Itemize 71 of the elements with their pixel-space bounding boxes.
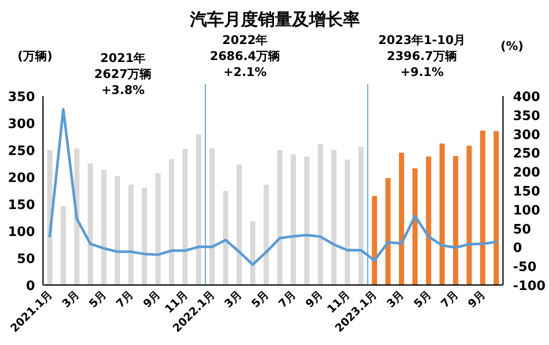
bar <box>453 156 458 285</box>
bar <box>412 168 418 285</box>
x-tick-label: 5月 <box>86 288 110 310</box>
text: 2023年1-10月 2396.7万辆 +9.1% <box>378 33 466 79</box>
x-tick-label: 5月 <box>248 288 272 310</box>
y-tick-label: 250 <box>8 144 35 159</box>
bar <box>88 164 93 285</box>
bar <box>101 170 106 285</box>
y2-tick-label: 300 <box>513 128 540 143</box>
y-tick-label: 0 <box>26 279 35 294</box>
y-tick-label: 100 <box>8 225 35 240</box>
bar <box>114 176 120 285</box>
x-tick-label: 9月 <box>465 288 488 310</box>
y-tick-label: 150 <box>8 198 35 213</box>
y2-axis-title: (%) <box>500 39 524 53</box>
x-tick-label: 9月 <box>140 288 164 310</box>
bar <box>236 164 242 285</box>
bar <box>264 184 269 285</box>
bar <box>372 196 378 285</box>
y2-tick-label: -50 <box>513 260 536 276</box>
x-tick-label: 7月 <box>114 288 136 310</box>
bar <box>426 156 432 285</box>
bar <box>466 146 472 285</box>
bar <box>250 221 256 285</box>
x-tick-label: 7月 <box>276 288 298 310</box>
bar <box>494 131 499 285</box>
bar <box>182 148 188 285</box>
bar <box>385 178 391 285</box>
bar <box>277 150 282 285</box>
annotation: 2021年 2627万辆 +3.8% <box>94 51 152 97</box>
bar <box>358 146 364 285</box>
y-axis-title: (万辆) <box>18 49 52 63</box>
x-tick-label: 5月 <box>411 288 434 310</box>
bar <box>155 173 161 285</box>
y2-tick-label: 50 <box>513 222 532 238</box>
bar <box>331 150 336 285</box>
y2-tick-label: 150 <box>513 184 540 200</box>
y2-tick-label: 400 <box>513 90 540 105</box>
x-tick-label: 3月 <box>222 288 244 310</box>
chart-title: 汽车月度销量及增长率 <box>189 10 360 30</box>
x-tick-label: 9月 <box>303 288 326 310</box>
y2-tick-label: 250 <box>513 146 540 162</box>
bar <box>480 130 486 285</box>
y2-tick-label: -100 <box>513 279 546 294</box>
bar <box>168 159 174 285</box>
bar <box>344 160 350 285</box>
y-tick-label: 200 <box>8 171 35 186</box>
bar <box>74 148 80 285</box>
x-tick-label: 7月 <box>438 288 461 310</box>
bar <box>210 148 215 285</box>
y2-tick-label: 100 <box>513 203 540 218</box>
y-tick-label: 50 <box>16 252 35 267</box>
bar <box>440 144 445 285</box>
x-tick-label: 3月 <box>384 288 407 310</box>
bar <box>196 134 202 285</box>
bar <box>398 152 404 285</box>
text: 2022年 2686.4万辆 +2.1% <box>210 33 280 79</box>
bar <box>142 188 148 285</box>
bar <box>223 191 228 285</box>
bar <box>60 206 66 285</box>
bar <box>318 144 323 285</box>
bar <box>47 150 52 285</box>
y-tick-label: 350 <box>8 90 35 105</box>
y2-tick-label: 0 <box>513 241 522 256</box>
y-tick-label: 300 <box>8 117 35 132</box>
y2-tick-label: 200 <box>513 166 540 181</box>
bar <box>290 154 296 285</box>
bar <box>304 156 310 285</box>
y2-tick-label: 350 <box>513 108 540 124</box>
x-tick-label: 3月 <box>60 288 82 310</box>
bar <box>128 184 134 285</box>
